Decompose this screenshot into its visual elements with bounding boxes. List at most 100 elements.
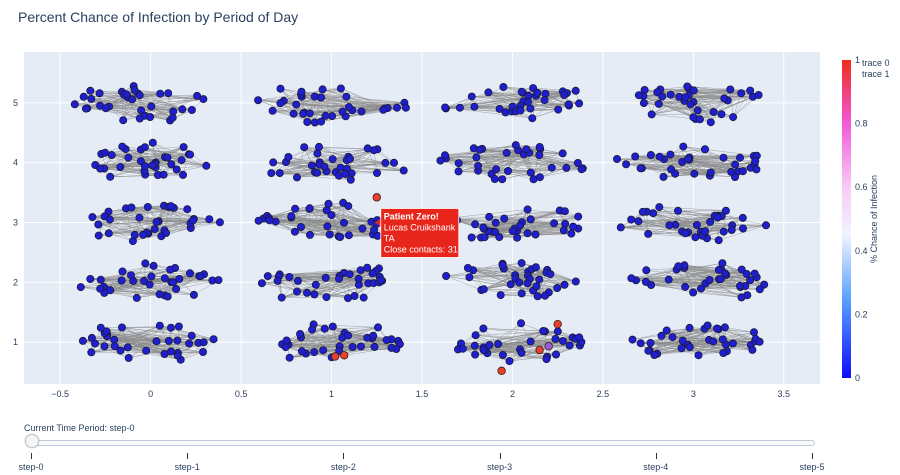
person-node[interactable]	[87, 94, 96, 103]
person-node[interactable]	[96, 284, 105, 293]
person-node[interactable]	[498, 175, 507, 184]
person-node[interactable]	[440, 151, 449, 160]
person-node[interactable]	[100, 342, 109, 351]
person-node[interactable]	[689, 113, 698, 122]
legend-item[interactable]: trace 0	[862, 58, 890, 68]
person-node[interactable]	[442, 271, 451, 280]
person-node[interactable]	[561, 219, 570, 228]
node-layer[interactable]	[70, 82, 771, 365]
person-node[interactable]	[752, 165, 761, 174]
person-node[interactable]	[575, 99, 584, 108]
person-node[interactable]	[95, 89, 104, 98]
person-node[interactable]	[719, 153, 728, 162]
person-node[interactable]	[281, 343, 290, 352]
person-node[interactable]	[726, 85, 735, 94]
person-node[interactable]	[479, 345, 488, 354]
person-node[interactable]	[713, 213, 722, 222]
person-node[interactable]	[193, 91, 202, 100]
person-node[interactable]	[472, 153, 481, 162]
person-node[interactable]	[667, 165, 676, 174]
person-node[interactable]	[199, 95, 208, 104]
person-node[interactable]	[558, 149, 567, 158]
person-node[interactable]	[118, 142, 127, 151]
person-node[interactable]	[755, 337, 764, 346]
person-node[interactable]	[522, 145, 531, 154]
person-node[interactable]	[436, 156, 445, 165]
person-node[interactable]	[634, 91, 643, 100]
person-node[interactable]	[87, 348, 96, 357]
person-node[interactable]	[479, 223, 488, 232]
infected-node[interactable]	[544, 342, 553, 351]
person-node[interactable]	[571, 86, 580, 95]
person-node[interactable]	[370, 225, 379, 234]
person-node[interactable]	[644, 229, 653, 238]
person-node[interactable]	[282, 336, 291, 345]
person-node[interactable]	[692, 220, 701, 229]
slider-handle[interactable]	[25, 434, 39, 448]
person-node[interactable]	[533, 88, 542, 97]
infected-node[interactable]	[535, 345, 544, 355]
person-node[interactable]	[681, 93, 690, 102]
person-node[interactable]	[551, 334, 560, 343]
person-node[interactable]	[559, 337, 568, 346]
person-node[interactable]	[533, 292, 542, 301]
person-node[interactable]	[106, 172, 115, 181]
person-node[interactable]	[526, 337, 535, 346]
person-node[interactable]	[480, 233, 489, 242]
person-node[interactable]	[636, 164, 645, 173]
person-node[interactable]	[277, 293, 286, 302]
person-node[interactable]	[662, 326, 671, 335]
person-node[interactable]	[470, 102, 479, 111]
person-node[interactable]	[339, 218, 348, 227]
person-node[interactable]	[709, 337, 718, 346]
person-node[interactable]	[285, 272, 294, 281]
person-node[interactable]	[305, 204, 314, 213]
person-node[interactable]	[296, 329, 305, 338]
person-node[interactable]	[681, 282, 690, 291]
person-node[interactable]	[102, 327, 111, 336]
person-node[interactable]	[292, 173, 301, 182]
person-node[interactable]	[471, 331, 480, 340]
person-node[interactable]	[128, 95, 137, 104]
person-node[interactable]	[344, 103, 353, 112]
person-node[interactable]	[714, 236, 723, 245]
legend-item[interactable]: trace 1	[862, 69, 890, 79]
person-node[interactable]	[172, 284, 181, 293]
person-node[interactable]	[659, 172, 668, 181]
person-node[interactable]	[173, 336, 182, 345]
person-node[interactable]	[627, 274, 636, 283]
person-node[interactable]	[683, 82, 692, 91]
person-node[interactable]	[342, 92, 351, 101]
person-node[interactable]	[535, 275, 544, 284]
person-node[interactable]	[622, 160, 631, 169]
person-node[interactable]	[343, 294, 352, 303]
person-node[interactable]	[79, 92, 88, 101]
person-node[interactable]	[516, 106, 525, 115]
person-node[interactable]	[703, 321, 712, 330]
person-node[interactable]	[269, 158, 278, 167]
person-node[interactable]	[498, 350, 507, 359]
person-node[interactable]	[495, 104, 504, 113]
person-node[interactable]	[179, 143, 188, 152]
person-node[interactable]	[354, 280, 363, 289]
person-node[interactable]	[94, 231, 103, 240]
person-node[interactable]	[263, 272, 272, 281]
person-node[interactable]	[376, 276, 385, 285]
person-node[interactable]	[152, 337, 161, 346]
person-node[interactable]	[571, 277, 580, 286]
person-node[interactable]	[718, 259, 727, 268]
person-node[interactable]	[505, 356, 514, 365]
person-node[interactable]	[515, 278, 524, 287]
person-node[interactable]	[560, 207, 569, 216]
person-node[interactable]	[467, 233, 476, 242]
person-node[interactable]	[307, 161, 316, 170]
person-node[interactable]	[490, 174, 499, 183]
person-node[interactable]	[628, 335, 637, 344]
person-node[interactable]	[737, 293, 746, 302]
person-node[interactable]	[531, 263, 540, 272]
person-node[interactable]	[681, 229, 690, 238]
person-node[interactable]	[209, 335, 218, 344]
person-node[interactable]	[175, 274, 184, 283]
person-node[interactable]	[695, 115, 704, 124]
person-node[interactable]	[736, 281, 745, 290]
